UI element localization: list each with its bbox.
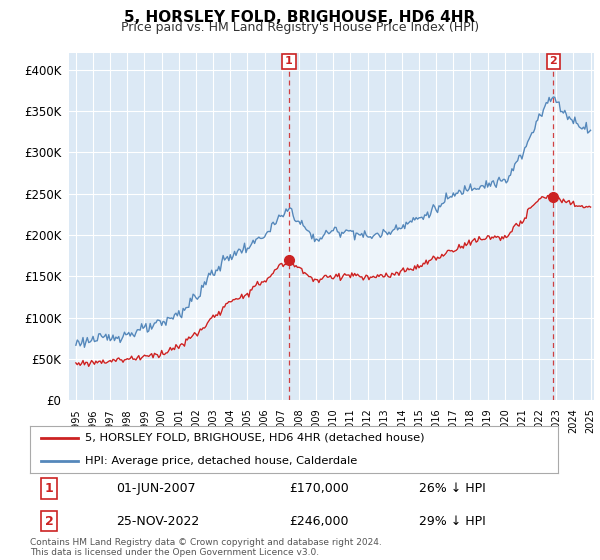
Text: 5, HORSLEY FOLD, BRIGHOUSE, HD6 4HR: 5, HORSLEY FOLD, BRIGHOUSE, HD6 4HR bbox=[124, 10, 476, 25]
Text: Contains HM Land Registry data © Crown copyright and database right 2024.
This d: Contains HM Land Registry data © Crown c… bbox=[30, 538, 382, 557]
Text: 25-NOV-2022: 25-NOV-2022 bbox=[116, 515, 200, 528]
Text: 2: 2 bbox=[550, 57, 557, 67]
Text: 2: 2 bbox=[44, 515, 53, 528]
Text: 26% ↓ HPI: 26% ↓ HPI bbox=[419, 482, 485, 495]
Text: 1: 1 bbox=[285, 57, 293, 67]
Text: £246,000: £246,000 bbox=[289, 515, 349, 528]
Text: 5, HORSLEY FOLD, BRIGHOUSE, HD6 4HR (detached house): 5, HORSLEY FOLD, BRIGHOUSE, HD6 4HR (det… bbox=[85, 432, 425, 442]
Text: 1: 1 bbox=[44, 482, 53, 495]
Text: 29% ↓ HPI: 29% ↓ HPI bbox=[419, 515, 485, 528]
Text: 01-JUN-2007: 01-JUN-2007 bbox=[116, 482, 196, 495]
Text: £170,000: £170,000 bbox=[289, 482, 349, 495]
Text: HPI: Average price, detached house, Calderdale: HPI: Average price, detached house, Cald… bbox=[85, 456, 358, 466]
Text: Price paid vs. HM Land Registry's House Price Index (HPI): Price paid vs. HM Land Registry's House … bbox=[121, 21, 479, 34]
